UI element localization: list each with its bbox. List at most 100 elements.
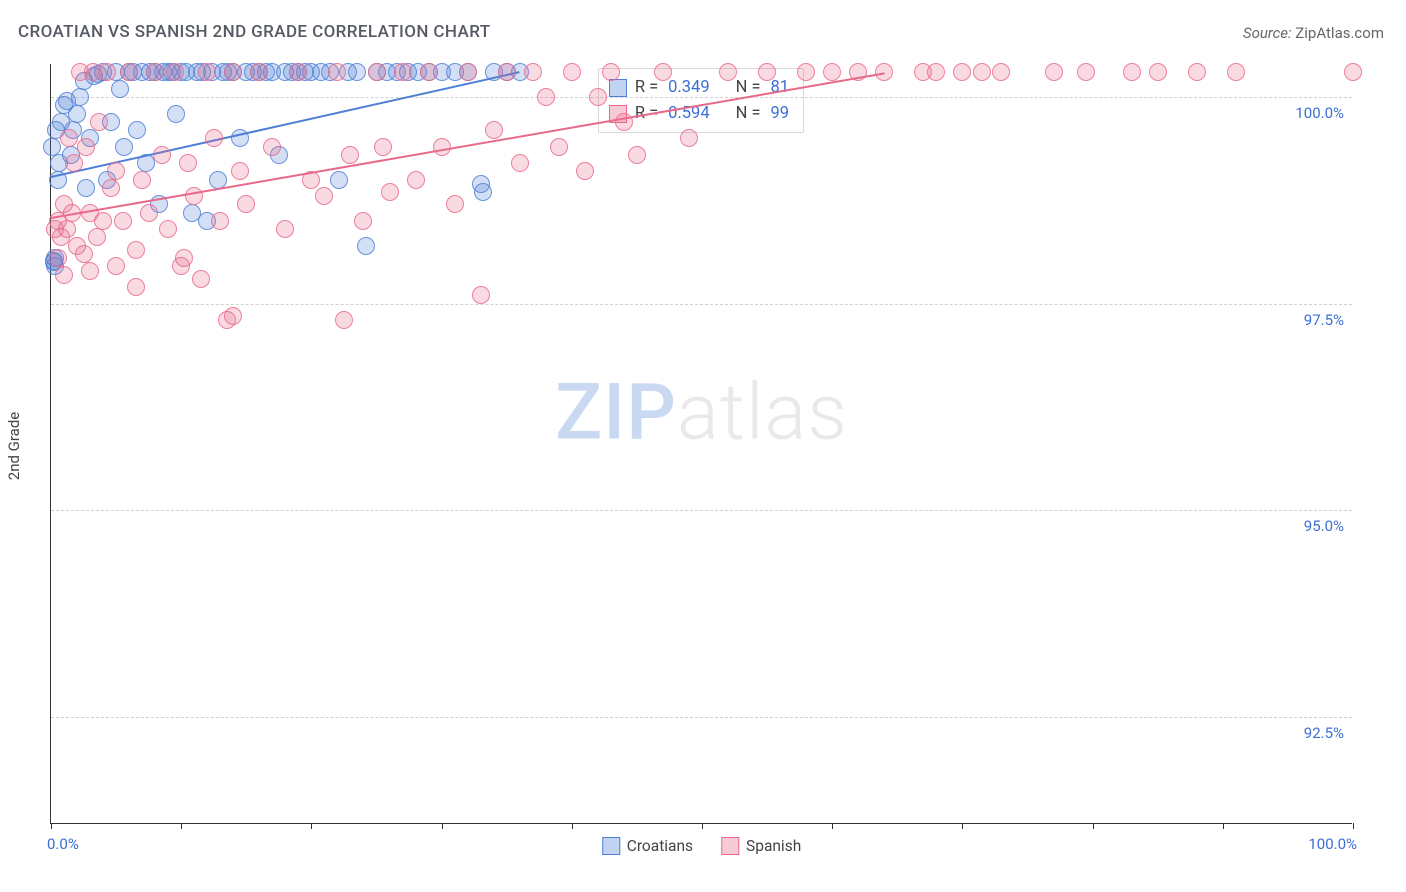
x-tick xyxy=(51,823,52,829)
data-point xyxy=(330,171,348,189)
data-point xyxy=(797,63,815,81)
legend-label-croatians: Croatians xyxy=(627,837,693,855)
data-point xyxy=(120,63,138,81)
y-tick-label: 92.5% xyxy=(1304,724,1344,742)
series-legend: Croatians Spanish xyxy=(602,837,802,855)
data-point xyxy=(231,162,249,180)
gridline-h xyxy=(51,510,1352,511)
legend-label-spanish: Spanish xyxy=(746,837,801,855)
data-point xyxy=(128,121,146,139)
data-point xyxy=(973,63,991,81)
data-point xyxy=(146,63,164,81)
data-point xyxy=(153,146,171,164)
x-tick-label: 0.0% xyxy=(47,835,79,853)
data-point xyxy=(992,63,1010,81)
data-point xyxy=(341,146,359,164)
x-tick xyxy=(702,823,703,829)
data-point xyxy=(250,63,268,81)
data-point xyxy=(55,266,73,284)
data-point xyxy=(394,63,412,81)
data-point xyxy=(823,63,841,81)
trend-line xyxy=(51,72,885,219)
data-point xyxy=(115,138,133,156)
data-point xyxy=(175,249,193,267)
data-point xyxy=(927,63,945,81)
data-point xyxy=(276,220,294,238)
y-tick-label: 100.0% xyxy=(1295,104,1344,122)
data-point xyxy=(550,138,568,156)
data-point xyxy=(90,113,108,131)
data-point xyxy=(237,195,255,213)
data-point xyxy=(140,204,158,222)
data-point xyxy=(77,179,95,197)
data-point xyxy=(563,63,581,81)
data-point xyxy=(49,249,67,267)
source-value: ZipAtlas.com xyxy=(1295,24,1384,42)
data-point xyxy=(198,63,216,81)
legend-item-croatians: Croatians xyxy=(602,837,693,855)
data-point xyxy=(167,105,185,123)
chart-title: CROATIAN VS SPANISH 2ND GRADE CORRELATIO… xyxy=(18,22,491,42)
data-point xyxy=(98,63,116,81)
data-point xyxy=(446,195,464,213)
data-point xyxy=(43,138,61,156)
data-point xyxy=(68,105,86,123)
y-tick-label: 95.0% xyxy=(1304,517,1344,535)
y-tick-label: 97.5% xyxy=(1304,311,1344,329)
data-point xyxy=(381,183,399,201)
data-point xyxy=(224,307,242,325)
data-point xyxy=(263,138,281,156)
data-point xyxy=(166,63,184,81)
data-point xyxy=(224,63,242,81)
chart-container: CROATIAN VS SPANISH 2ND GRADE CORRELATIO… xyxy=(0,0,1406,892)
data-point xyxy=(407,171,425,189)
x-tick-label: 100.0% xyxy=(1308,835,1357,853)
data-point xyxy=(133,171,151,189)
n-value: 99 xyxy=(771,101,790,127)
data-point xyxy=(511,154,529,172)
data-point xyxy=(211,212,229,230)
data-point xyxy=(472,286,490,304)
data-point xyxy=(94,212,112,230)
x-tick xyxy=(1353,823,1354,829)
data-point xyxy=(875,63,893,81)
data-point xyxy=(1344,63,1362,81)
data-point xyxy=(576,162,594,180)
data-point xyxy=(77,138,95,156)
data-point xyxy=(192,270,210,288)
data-point xyxy=(953,63,971,81)
data-point xyxy=(524,63,542,81)
data-point xyxy=(102,179,120,197)
data-point xyxy=(368,63,386,81)
data-point xyxy=(159,220,177,238)
data-point xyxy=(75,245,93,263)
data-point xyxy=(111,80,129,98)
data-point xyxy=(357,237,375,255)
data-point xyxy=(374,138,392,156)
data-point xyxy=(315,187,333,205)
x-tick xyxy=(442,823,443,829)
data-point xyxy=(1188,63,1206,81)
data-point xyxy=(602,63,620,81)
watermark-zip: ZIP xyxy=(555,368,677,459)
data-point xyxy=(654,63,672,81)
data-point xyxy=(107,257,125,275)
plot-area: ZIPatlas R =0.349N = 81R =0.594N = 99 Cr… xyxy=(50,64,1352,824)
data-point xyxy=(127,241,145,259)
data-point xyxy=(459,63,477,81)
data-point xyxy=(81,262,99,280)
gridline-h xyxy=(51,717,1352,718)
data-point xyxy=(65,154,83,172)
x-tick xyxy=(1093,823,1094,829)
watermark: ZIPatlas xyxy=(555,368,848,459)
x-tick xyxy=(311,823,312,829)
data-point xyxy=(719,63,737,81)
data-point xyxy=(1149,63,1167,81)
y-axis-label: 2nd Grade xyxy=(5,412,23,480)
data-point xyxy=(60,129,78,147)
data-point xyxy=(537,88,555,106)
data-point xyxy=(433,138,451,156)
data-point xyxy=(71,88,89,106)
data-point xyxy=(58,220,76,238)
data-point xyxy=(1077,63,1095,81)
